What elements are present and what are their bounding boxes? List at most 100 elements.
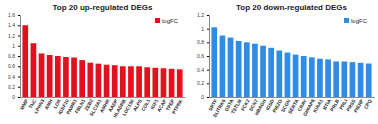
- bar: [333, 61, 339, 97]
- y-tick-label: 0.4: [197, 67, 204, 73]
- y-tick-mark: [18, 97, 20, 98]
- y-tick-mark: [207, 42, 209, 43]
- y-axis: 0 0.2 0.4 0.6 0.8 1 1.2: [197, 12, 209, 100]
- y-tick-label: 0: [12, 94, 15, 100]
- x-tick-label: AMH: [44, 98, 54, 110]
- bar: [47, 55, 53, 97]
- y-tick-mark: [207, 70, 209, 71]
- x-tick-label: PRLB: [329, 98, 340, 112]
- bar: [358, 63, 364, 97]
- y-tick: 0.4: [197, 67, 209, 73]
- y-tick: 1: [201, 26, 209, 32]
- x-tick: COL1: [140, 97, 151, 112]
- y-tick-label: 0.4: [8, 74, 15, 80]
- legend-swatch: [155, 18, 160, 23]
- y-tick-mark: [207, 83, 209, 84]
- bar: [341, 61, 347, 97]
- chart-title: Top 20 down-regulated DEGs: [236, 3, 348, 12]
- x-tick: PRLB: [329, 97, 340, 112]
- bar: [285, 53, 291, 97]
- y-tick-mark: [207, 15, 209, 16]
- legend-label: logFC: [162, 18, 179, 24]
- x-tick: SERTA: [287, 97, 300, 115]
- x-tick-label: COL1: [140, 98, 151, 112]
- y-tick-mark: [18, 46, 20, 47]
- y-tick-label: 1: [201, 26, 204, 32]
- x-tick: FBLN1: [74, 97, 86, 114]
- bar: [228, 38, 234, 97]
- y-tick-label: 0: [201, 94, 204, 100]
- y-axis-line: [207, 16, 210, 98]
- y-tick: 0: [12, 94, 20, 100]
- bar: [96, 64, 102, 97]
- x-tick: AMH: [44, 97, 54, 110]
- y-tick-label: 1.6: [8, 12, 15, 18]
- y-tick: 1.2: [8, 33, 20, 39]
- y-tick-label: 1.2: [197, 12, 204, 18]
- x-tick-label: PTPRK: [171, 98, 184, 115]
- y-tick-mark: [18, 66, 20, 67]
- bars: [22, 25, 182, 97]
- y-tick-mark: [18, 56, 20, 57]
- bar: [211, 27, 217, 97]
- y-tick-label: 0.2: [8, 84, 15, 90]
- chart-panel: Top 20 up-regulated DEGs00.20.40.60.811.…: [8, 3, 185, 119]
- x-tick-label: MMP: [19, 98, 29, 111]
- y-tick-mark: [18, 87, 20, 88]
- bar: [39, 53, 45, 97]
- bar: [31, 43, 37, 97]
- bar: [136, 66, 142, 97]
- y-tick-mark: [207, 29, 209, 30]
- bar: [87, 63, 93, 97]
- y-axis-line: [18, 16, 21, 98]
- y-tick-mark: [18, 36, 20, 37]
- bar: [22, 25, 28, 97]
- y-tick-label: 0.8: [197, 39, 204, 45]
- x-axis: SRTFSLITRK6GSTATSTLMFCK2SCN7HBAGHIGSDPIE…: [208, 97, 375, 118]
- x-tick-label: CPQ: [363, 98, 373, 110]
- bar: [79, 60, 85, 97]
- bar: [276, 51, 282, 97]
- bar: [317, 59, 323, 97]
- y-tick-label: 1: [12, 43, 15, 49]
- bar: [55, 56, 61, 97]
- x-tick-label: KIAA1: [312, 98, 324, 113]
- x-tick: TSTLM: [230, 97, 242, 115]
- bar: [309, 57, 315, 97]
- y-tick: 1.6: [8, 12, 20, 18]
- x-axis-line: [21, 97, 186, 98]
- x-axis: MMPTNCLPHN3AMHLOXIGSF10PAMR1FBLN1ZEB2SLC…: [19, 97, 185, 119]
- y-tick: 0.8: [8, 53, 20, 59]
- x-axis-line: [210, 97, 375, 98]
- y-tick-label: 1.2: [8, 33, 15, 39]
- bars: [211, 27, 371, 97]
- legend-swatch: [344, 18, 349, 23]
- y-tick: 0.2: [8, 84, 20, 90]
- x-tick: KIAA1: [312, 97, 324, 113]
- bar: [63, 57, 69, 97]
- y-axis: 00.20.40.60.811.21.41.6: [8, 12, 20, 100]
- bar: [236, 41, 242, 97]
- chart-root: Top 20 up-regulated DEGs00.20.40.60.811.…: [0, 0, 378, 124]
- bar: [252, 44, 258, 97]
- bar: [325, 59, 331, 97]
- bar: [268, 48, 274, 97]
- y-tick-mark: [18, 77, 20, 78]
- y-tick: 0.8: [197, 39, 209, 45]
- y-tick-label: 0.6: [197, 53, 204, 59]
- bar: [161, 68, 167, 97]
- legend-label: logFC: [351, 18, 368, 24]
- bar: [169, 69, 175, 97]
- bar: [366, 64, 372, 97]
- y-tick-mark: [18, 25, 20, 26]
- bar: [220, 36, 226, 98]
- x-tick: PIERP: [353, 97, 365, 113]
- bar: [128, 66, 134, 97]
- y-tick-label: 1.4: [8, 22, 15, 28]
- bar: [350, 62, 356, 97]
- y-tick: 0: [201, 94, 209, 100]
- x-tick: LPHN3: [33, 97, 45, 115]
- y-tick: 0.2: [197, 80, 209, 86]
- bar: [152, 68, 158, 97]
- y-tick-mark: [18, 15, 20, 16]
